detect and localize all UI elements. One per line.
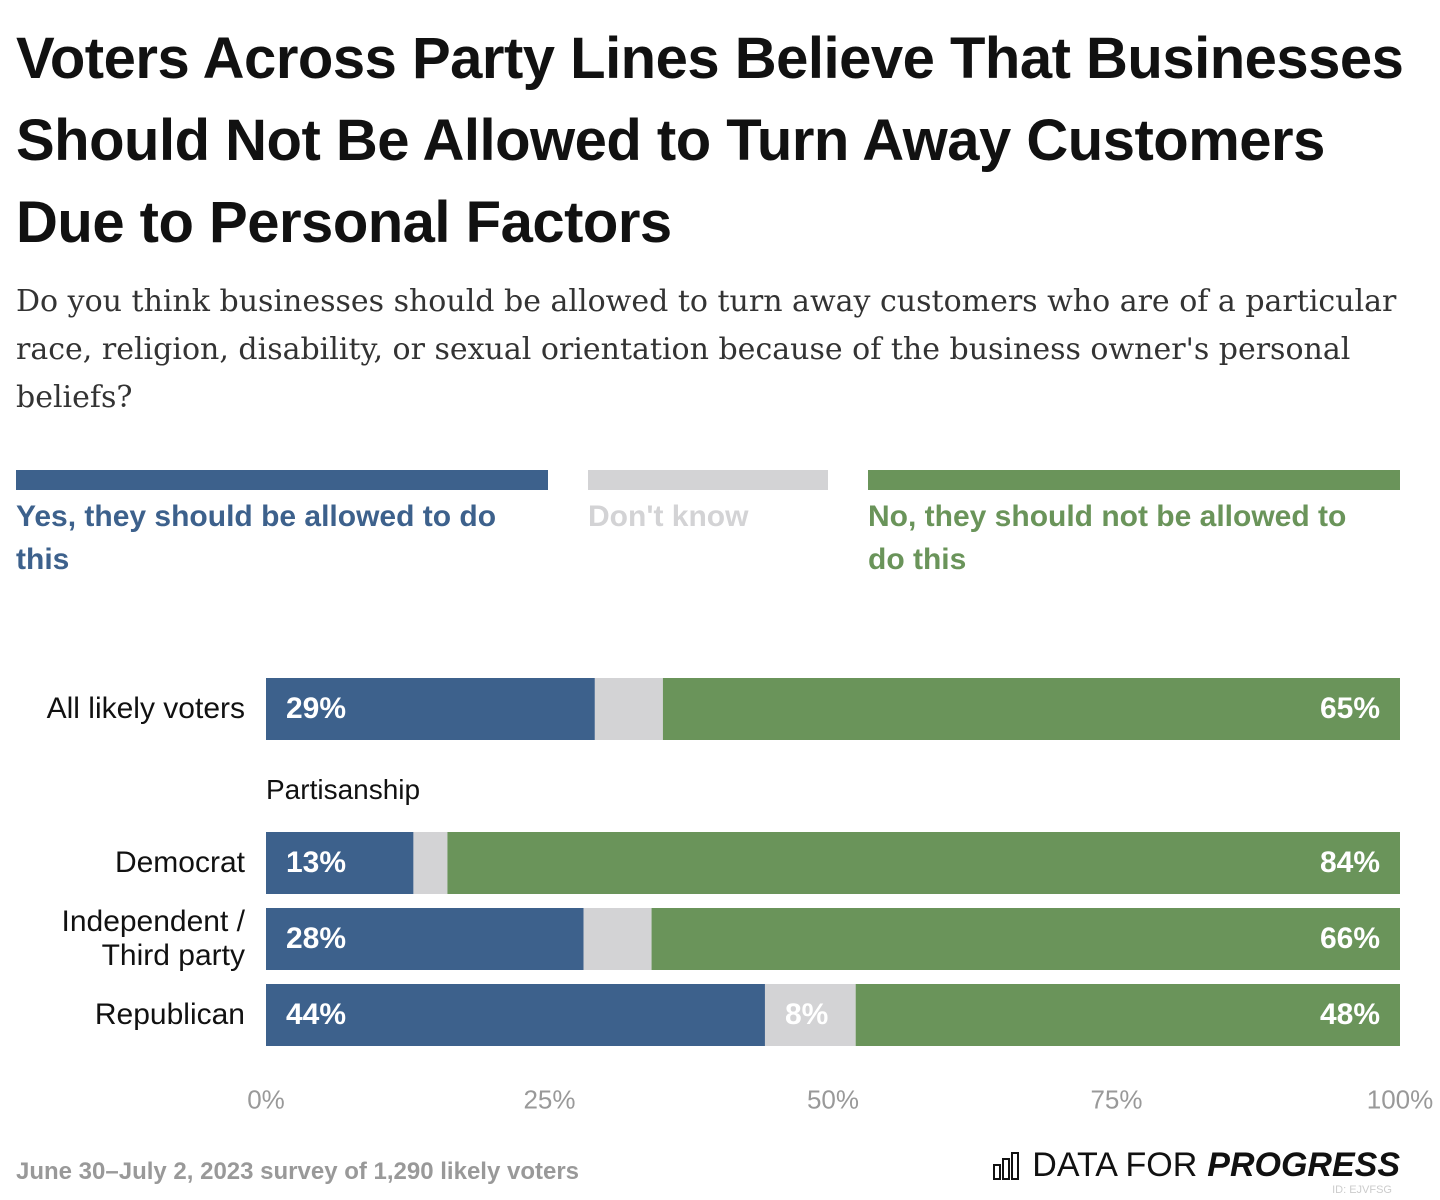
category-label: Independent / Third party	[61, 905, 245, 972]
bar-segment	[447, 832, 1400, 894]
bar-segment	[583, 908, 652, 970]
bar-segment	[413, 832, 448, 894]
category-label: Democrat	[114, 846, 245, 879]
value-label: 8%	[784, 998, 829, 1031]
bar-segment	[266, 832, 414, 894]
id-note: ID: EJVFSG	[1332, 1184, 1392, 1196]
logo: DATA FOR PROGRESS	[992, 1146, 1400, 1185]
legend-label: No, they should not be allowed to do thi…	[868, 500, 1347, 576]
legend-label: Yes, they should be allowed to do this	[16, 500, 497, 576]
chart-title: Voters Across Party Lines Believe That B…	[16, 26, 1404, 255]
value-label: 13%	[286, 846, 347, 879]
logo-light: DATA FOR	[1032, 1146, 1198, 1184]
value-label: 48%	[1319, 998, 1380, 1031]
category-label: Republican	[94, 998, 245, 1031]
x-tick-label: 0%	[247, 1084, 285, 1115]
logo-bold: PROGRESS	[1207, 1146, 1400, 1184]
chart-subtitle: Do you think businesses should be allowe…	[16, 284, 1397, 415]
value-label: 66%	[1319, 922, 1380, 955]
value-label: 84%	[1319, 846, 1380, 879]
x-tick-label: 75%	[1090, 1084, 1143, 1115]
legend-label: Don't know	[588, 500, 749, 533]
bar-segment	[651, 908, 1400, 970]
logo-icon	[993, 1151, 1020, 1180]
value-label: 28%	[286, 922, 347, 955]
x-tick-label: 100%	[1366, 1084, 1434, 1115]
value-label: 65%	[1319, 692, 1380, 725]
source-note: June 30–July 2, 2023 survey of 1,290 lik…	[16, 1158, 580, 1185]
bar-segment	[764, 984, 856, 1046]
value-label: 29%	[286, 692, 347, 725]
bar-segment	[266, 678, 595, 740]
x-tick-label: 25%	[523, 1084, 576, 1115]
bar-segment	[662, 678, 1400, 740]
bar-segment	[855, 984, 1400, 1046]
category-label: All likely voters	[46, 692, 245, 725]
legend-swatch	[588, 470, 828, 490]
group-label: Partisanship	[266, 774, 421, 805]
bar-segment	[594, 678, 663, 740]
bar-segment	[266, 908, 584, 970]
legend-swatch	[868, 470, 1400, 490]
value-label: 44%	[286, 998, 347, 1031]
legend-swatch	[16, 470, 548, 490]
x-tick-label: 50%	[806, 1084, 860, 1115]
bar-segment	[266, 984, 765, 1046]
